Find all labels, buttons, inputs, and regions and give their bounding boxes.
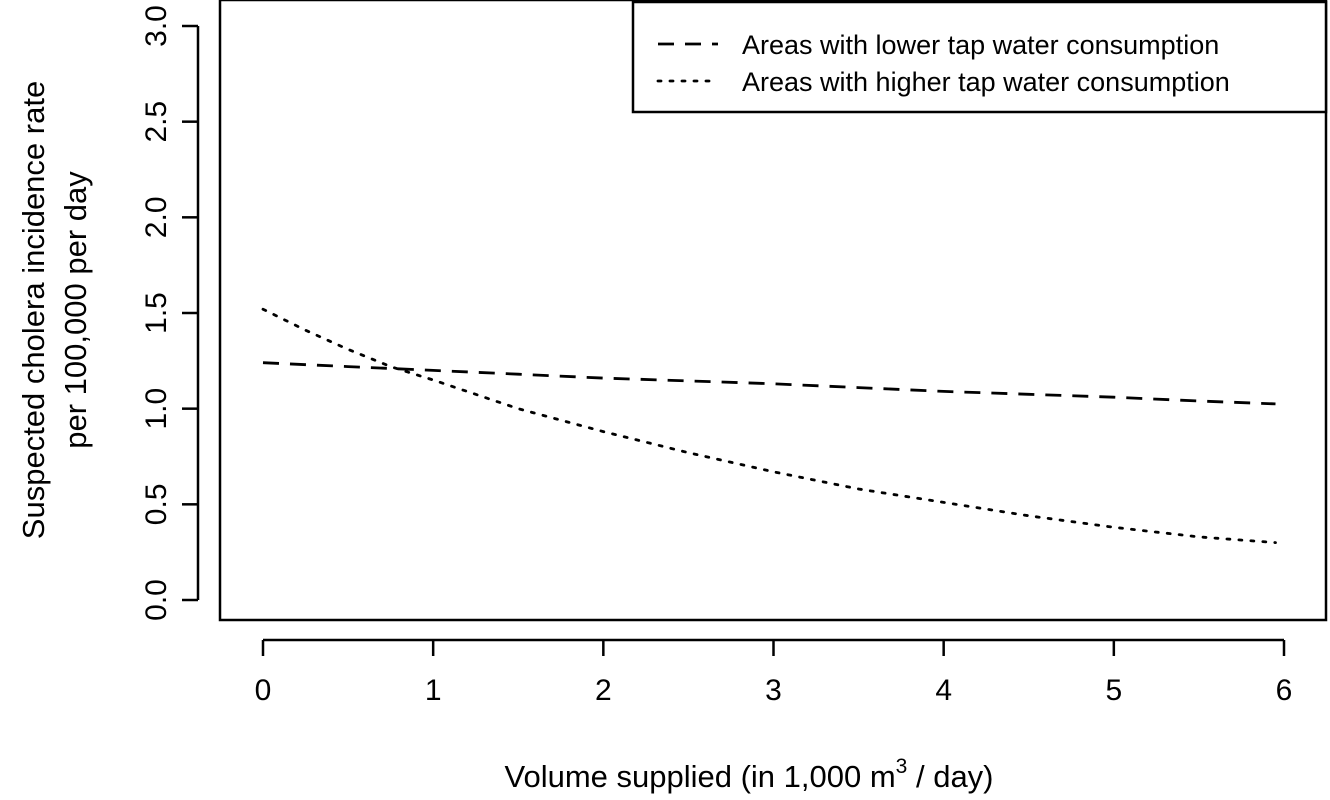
legend: Areas with lower tap water consumption Ar… [631,0,1328,114]
x-axis-title-suffix: / day) [907,759,993,794]
x-axis-title-prefix: Volume supplied (in 1,000 m [504,759,895,794]
plot-box [218,0,1328,622]
y-axis-title-line: per 100,000 per day [58,171,93,449]
y-tick-label: 2.0 [140,196,173,238]
y-tick-label: 2.5 [140,101,173,143]
x-tick-label: 1 [425,674,442,707]
series-line-dotted [261,307,1277,544]
y-axis-title: Suspected cholera incidence rate per 100,… [16,81,93,539]
legend-label: Areas with higher tap water consumption [742,67,1230,97]
legend-label: Areas with lower tap water consumption [742,30,1219,60]
y-axis: 0.0 0.5 1.0 1.5 2.0 2.5 3.0 [140,5,200,621]
x-axis-title-superscript: 3 [896,755,908,778]
y-tick-label: 1.5 [140,292,173,334]
y-tick-label: 0.0 [140,579,173,621]
x-axis: 0 1 2 3 4 5 6 [255,638,1293,707]
x-tick-label: 0 [255,674,272,707]
legend-box [631,0,1328,114]
x-tick-label: 6 [1276,674,1293,707]
y-axis-title-line: Suspected cholera incidence rate [16,81,51,539]
y-tick-label: 1.0 [140,388,173,430]
series-layer [261,307,1277,544]
y-tick-label: 0.5 [140,483,173,525]
y-tick-label: 3.0 [140,5,173,47]
x-tick-label: 2 [595,674,612,707]
series-line-dashed [262,361,1276,406]
x-tick-label: 3 [765,674,782,707]
x-tick-label: 4 [935,674,952,707]
x-tick-label: 5 [1105,674,1122,707]
x-axis-title: Volume supplied (in 1,000 m3 / day) [504,755,993,794]
